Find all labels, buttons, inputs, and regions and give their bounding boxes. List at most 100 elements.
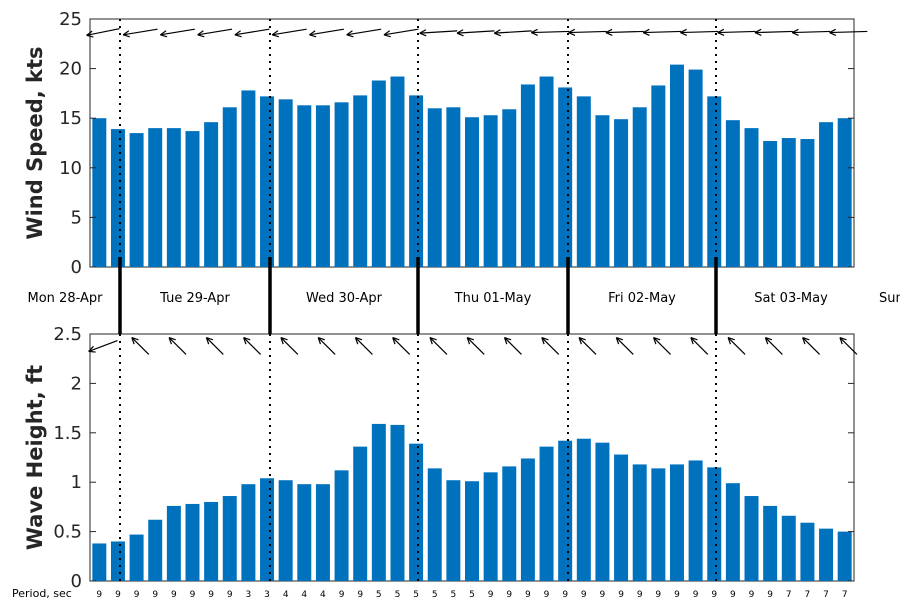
wind-bar	[260, 96, 275, 267]
wind-direction-arrow	[309, 28, 344, 36]
wind-bar	[390, 76, 405, 267]
wind-arrow-head	[234, 30, 242, 38]
y-tick-label: 1.5	[53, 423, 82, 444]
wave-bar	[465, 481, 479, 581]
wave-bar	[744, 496, 759, 581]
period-value: 9	[506, 590, 512, 600]
period-value: 9	[227, 590, 233, 600]
day-label: Sun	[879, 291, 900, 306]
period-value: 3	[264, 590, 270, 600]
wind-arrow-head	[122, 30, 130, 38]
wind-arrow-head	[642, 28, 650, 36]
period-value: 5	[432, 590, 438, 600]
wave-direction-arrow	[317, 337, 336, 355]
wave-bar	[315, 484, 330, 581]
wave-direction-arrow	[88, 340, 118, 352]
wave-arrow-head	[764, 336, 773, 345]
y-tick-label: 2.5	[53, 324, 82, 345]
wave-direction-arrow	[578, 337, 597, 355]
wave-arrow-head	[839, 336, 847, 345]
wind-bar	[725, 120, 740, 268]
wind-direction-arrow	[568, 30, 607, 34]
wind-bar	[576, 96, 591, 267]
wave-bar	[800, 522, 815, 581]
wave-bar	[427, 468, 442, 581]
wind-direction-arrow	[86, 28, 120, 36]
wave-direction-arrow	[839, 337, 858, 355]
wind-arrow-head	[383, 30, 391, 38]
wind-arrow-head	[456, 29, 464, 37]
wind-direction-arrow	[717, 30, 756, 34]
wave-bar	[651, 468, 666, 581]
wave-bar	[595, 442, 610, 581]
y-tick-label: 0	[71, 571, 82, 592]
wave-bar	[539, 446, 554, 581]
wave-bar	[781, 515, 796, 581]
wind-bar	[166, 128, 181, 267]
period-value: 9	[562, 590, 568, 600]
wind-bar	[744, 128, 759, 267]
wave-arrow-head	[503, 336, 512, 345]
wind-direction-arrow	[160, 28, 195, 36]
wave-bar	[725, 483, 740, 581]
wave-bar	[576, 438, 591, 581]
wind-bar	[707, 96, 722, 267]
wind-bar	[614, 119, 629, 267]
wind-bar	[353, 95, 368, 267]
wind-arrow-head	[271, 30, 280, 38]
y-tick-label: 5	[71, 207, 82, 228]
day-label: Sat 03-May	[754, 291, 828, 306]
wind-bar	[819, 122, 834, 267]
wind-direction-arrow	[122, 28, 158, 36]
wave-direction-arrow	[727, 337, 746, 355]
wave-direction-arrow	[355, 337, 373, 355]
period-value: 9	[749, 590, 755, 600]
wave-direction-arrow	[280, 337, 299, 355]
wind-bar	[669, 64, 684, 267]
wind-direction-arrow	[234, 28, 270, 36]
wind-arrow-head	[160, 30, 168, 38]
y-tick-label: 15	[59, 108, 82, 129]
wave-direction-arrow	[131, 337, 150, 355]
wave-arrow-head	[615, 336, 624, 345]
period-value: 9	[693, 590, 699, 600]
period-value: 9	[357, 590, 363, 600]
wave-direction-arrow	[615, 337, 634, 355]
period-value: 9	[655, 590, 661, 600]
wind-bar	[204, 122, 219, 267]
period-value: 3	[246, 590, 252, 600]
wave-direction-arrow	[429, 337, 448, 355]
wave-direction-arrow	[168, 337, 187, 355]
wind-bar	[409, 95, 424, 267]
day-label: Mon 28-Apr	[28, 291, 104, 306]
wind-speed-panel: 0 5 10 15 20 25 Wind Speed, kts	[23, 9, 868, 278]
wind-bar	[520, 84, 535, 267]
period-value: 7	[823, 590, 829, 600]
period-value: 9	[600, 590, 606, 600]
wave-bar	[390, 424, 405, 581]
wind-direction-arrow	[754, 30, 793, 34]
wind-bar	[241, 90, 256, 267]
period-value: 7	[842, 590, 848, 600]
wave-direction-arrow	[392, 337, 411, 355]
wave-bar	[371, 423, 386, 581]
period-value: 9	[581, 590, 587, 600]
wave-arrow-head	[541, 336, 549, 345]
wave-bar	[819, 528, 834, 581]
wave-arrow-head	[802, 336, 810, 345]
wave-bar	[185, 503, 200, 581]
wave-bar	[148, 519, 163, 581]
wave-bar	[763, 505, 778, 581]
period-value: 9	[152, 590, 158, 600]
wave-arrow-head	[392, 336, 400, 345]
period-value: 9	[115, 590, 121, 600]
wave-bar	[92, 543, 107, 581]
wind-arrow-head	[568, 28, 576, 36]
wave-bar	[297, 484, 312, 581]
wind-bar	[781, 138, 796, 267]
wave-bar	[688, 460, 703, 581]
wind-bar	[539, 76, 554, 267]
period-value: 9	[339, 590, 345, 600]
y-tick-label: 10	[59, 158, 82, 179]
wave-bar	[483, 472, 498, 581]
